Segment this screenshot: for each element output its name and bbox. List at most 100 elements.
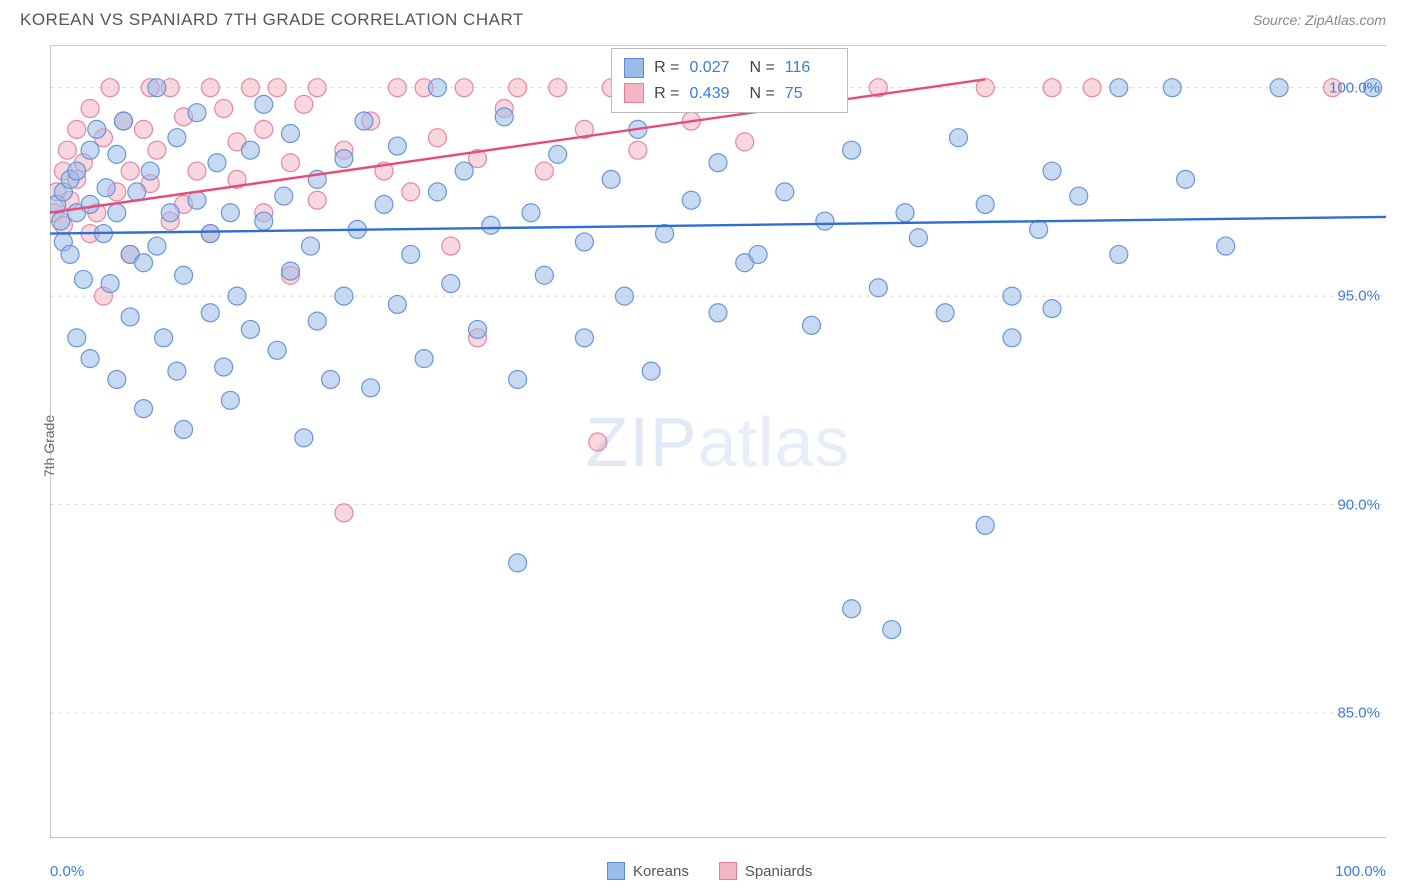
scatter-point: [308, 79, 326, 97]
scatter-point: [455, 162, 473, 180]
chart-plot-area: ZIPatlas 85.0%90.0%95.0%100.0% R = 0.027…: [50, 45, 1386, 837]
scatter-point: [509, 79, 527, 97]
scatter-point: [1030, 220, 1048, 238]
scatter-point: [275, 187, 293, 205]
scatter-point: [97, 179, 115, 197]
scatter-point: [869, 279, 887, 297]
scatter-point: [1070, 187, 1088, 205]
scatter-point: [1003, 329, 1021, 347]
scatter-point: [388, 79, 406, 97]
scatter-point: [936, 304, 954, 322]
scatter-point: [549, 145, 567, 163]
scatter-point: [1043, 79, 1061, 97]
scatter-point: [442, 275, 460, 293]
scatter-point: [308, 191, 326, 209]
scatter-point: [215, 100, 233, 118]
scatter-point: [1163, 79, 1181, 97]
scatter-point: [415, 350, 433, 368]
scatter-point: [535, 162, 553, 180]
scatter-point: [281, 154, 299, 172]
scatter-point: [68, 162, 86, 180]
scatter-point: [281, 125, 299, 143]
scatter-point: [101, 275, 119, 293]
scatter-point: [114, 112, 132, 130]
scatter-point: [482, 216, 500, 234]
scatter-point: [642, 362, 660, 380]
scatter-point: [509, 554, 527, 572]
scatter-point: [388, 295, 406, 313]
scatter-point: [575, 233, 593, 251]
scatter-point: [615, 287, 633, 305]
scatter-point: [428, 183, 446, 201]
scatter-point: [589, 433, 607, 451]
scatter-point: [776, 183, 794, 201]
scatter-point: [428, 129, 446, 147]
scatter-point: [148, 141, 166, 159]
scatter-point: [909, 229, 927, 247]
scatter-point: [208, 154, 226, 172]
scatter-point: [161, 204, 179, 222]
scatter-point: [135, 254, 153, 272]
legend-item: Spaniards: [719, 862, 813, 880]
scatter-point: [469, 320, 487, 338]
scatter-point: [148, 237, 166, 255]
legend-item: Koreans: [607, 862, 689, 880]
scatter-point: [68, 329, 86, 347]
scatter-point: [509, 370, 527, 388]
scatter-point: [656, 225, 674, 243]
scatter-point: [522, 204, 540, 222]
trend-line: [50, 217, 1386, 234]
scatter-point: [255, 120, 273, 138]
y-tick-label: 100.0%: [1329, 79, 1380, 96]
y-tick-label: 95.0%: [1337, 288, 1380, 305]
scatter-point: [428, 79, 446, 97]
scatter-point: [221, 391, 239, 409]
scatter-point: [629, 141, 647, 159]
scatter-point: [175, 420, 193, 438]
scatter-point: [1003, 287, 1021, 305]
scatter-point: [148, 79, 166, 97]
scatter-point: [241, 320, 259, 338]
scatter-point: [1043, 162, 1061, 180]
scatter-point: [362, 379, 380, 397]
scatter-point: [1177, 170, 1195, 188]
scatter-point: [442, 237, 460, 255]
legend-bottom: Koreans Spaniards: [607, 862, 812, 880]
scatter-point: [81, 141, 99, 159]
scatter-point: [108, 204, 126, 222]
y-tick-label: 90.0%: [1337, 496, 1380, 513]
scatter-point: [108, 145, 126, 163]
scatter-point: [843, 141, 861, 159]
x-axis-start-label: 0.0%: [50, 863, 84, 880]
source-label: Source: ZipAtlas.com: [1253, 12, 1386, 28]
scatter-point: [335, 150, 353, 168]
scatter-point: [843, 600, 861, 618]
scatter-point: [335, 504, 353, 522]
scatter-point: [135, 400, 153, 418]
scatter-point: [81, 100, 99, 118]
scatter-point: [1110, 79, 1128, 97]
scatter-point: [215, 358, 233, 376]
scatter-point: [268, 79, 286, 97]
scatter-point: [949, 129, 967, 147]
scatter-point: [201, 304, 219, 322]
legend-swatch: [624, 83, 644, 103]
scatter-point: [221, 204, 239, 222]
scatter-point: [255, 212, 273, 230]
scatter-point: [495, 108, 513, 126]
scatter-point: [74, 270, 92, 288]
scatter-point: [241, 79, 259, 97]
scatter-point: [188, 191, 206, 209]
scatter-point: [322, 370, 340, 388]
scatter-point: [135, 120, 153, 138]
scatter-point: [709, 154, 727, 172]
scatter-point: [101, 79, 119, 97]
scatter-point: [976, 195, 994, 213]
scatter-point: [155, 329, 173, 347]
scatter-point: [295, 95, 313, 113]
scatter-point: [682, 191, 700, 209]
scatter-point: [803, 316, 821, 334]
scatter-point: [602, 170, 620, 188]
scatter-point: [308, 312, 326, 330]
scatter-point: [121, 308, 139, 326]
